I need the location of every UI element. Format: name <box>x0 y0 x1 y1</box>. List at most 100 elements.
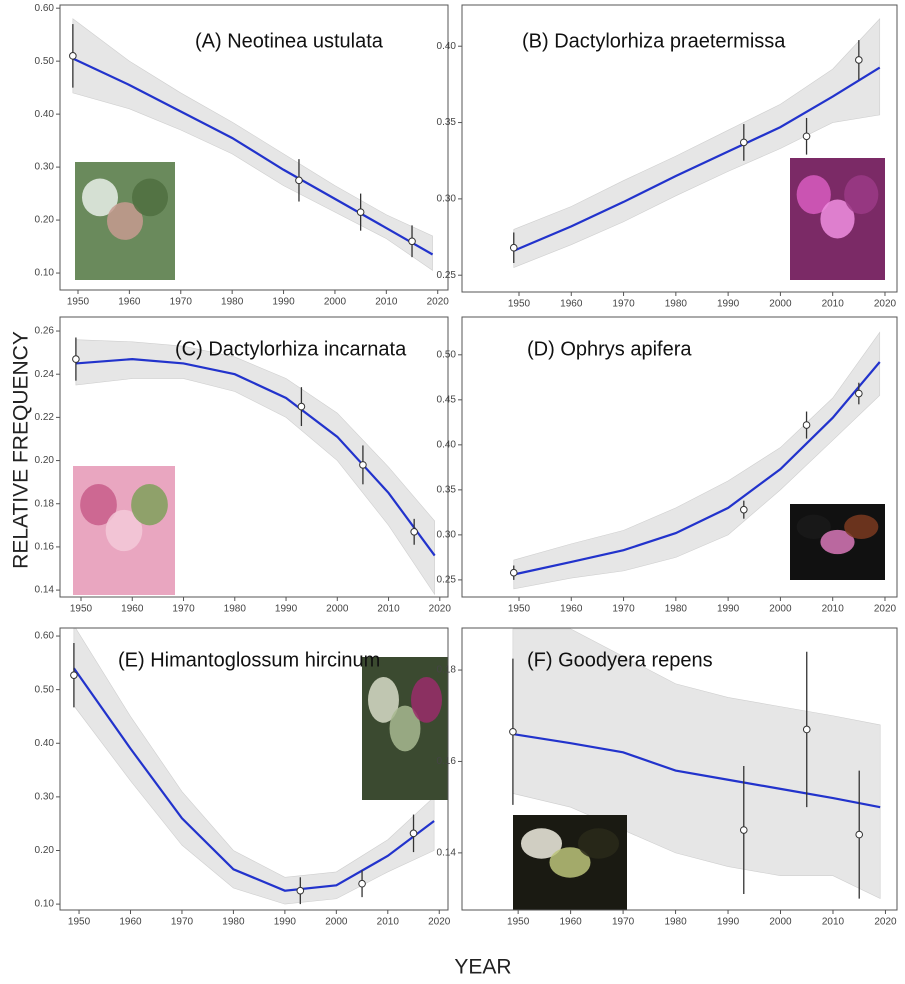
y-tick-label: 0.30 <box>35 792 55 803</box>
y-tick-label: 0.30 <box>437 194 457 205</box>
x-tick-label: 1960 <box>118 297 141 308</box>
data-point <box>69 52 77 60</box>
data-point <box>739 826 748 834</box>
panel: 1950 1960 1970 1980 1990 2000 2010 2020 0.50 0.45… <box>437 316 898 615</box>
photo-detail <box>105 509 143 552</box>
plot-frame <box>59 627 449 911</box>
x-tick-label: 1980 <box>224 604 247 615</box>
y-tick-label: 0.50 <box>35 684 55 695</box>
y-tick-label: 0.30 <box>437 530 457 541</box>
x-tick-label: 1980 <box>665 604 688 615</box>
panel: 1950 1960 1970 1980 1990 2000 2010 2020 0.40 0.35… <box>437 4 898 310</box>
data-point <box>802 132 811 141</box>
panel-title: (E) Himantoglossum hircinum <box>118 649 380 671</box>
x-tick-label: 2000 <box>324 297 347 308</box>
plot-area <box>72 628 435 905</box>
x-tick-label: 1950 <box>67 297 90 308</box>
data-point <box>358 879 366 888</box>
x-tick-label: 1950 <box>508 299 531 310</box>
y-tick-label: 0.35 <box>437 485 457 496</box>
y-tick-label: 0.16 <box>437 756 457 767</box>
y-tick-label: 0.40 <box>35 109 55 120</box>
panel-title: (D) Ophrys apifera <box>527 338 692 360</box>
panel: 1950 1960 1970 1980 1990 2000 2010 2020 0.26 0.24… <box>35 316 451 615</box>
x-tick-label: 1980 <box>664 917 687 928</box>
x-tick-label: 2020 <box>874 604 897 615</box>
data-point <box>855 56 863 64</box>
x-tick-label: 1950 <box>508 604 531 615</box>
x-tick-label: 1990 <box>717 604 740 615</box>
photo-detail <box>82 178 118 217</box>
plot-frame <box>59 4 449 291</box>
y-tick-label: 0.22 <box>35 412 55 423</box>
y-tick-label: 0.26 <box>35 326 55 337</box>
x-tick-label: 2010 <box>375 297 398 308</box>
x-tick-label: 1970 <box>612 917 635 928</box>
data-point <box>297 402 306 411</box>
x-tick-label: 2000 <box>769 299 792 310</box>
x-tick-label: 1950 <box>68 917 91 928</box>
y-tick-label: 0.18 <box>437 665 457 676</box>
y-tick-label: 0.25 <box>437 575 457 586</box>
y-tick-label: 0.20 <box>35 845 55 856</box>
x-tick-label: 1980 <box>665 299 688 310</box>
data-point <box>855 389 863 398</box>
plot-frame <box>461 4 898 293</box>
photo-detail <box>820 529 855 555</box>
photo-detail <box>796 175 831 215</box>
data-point <box>356 208 365 216</box>
y-tick-label: 0.30 <box>35 162 55 173</box>
y-tick-label: 0.14 <box>35 585 55 596</box>
x-tick-label: 2000 <box>769 604 792 615</box>
photo-detail <box>131 484 168 526</box>
data-point <box>740 505 748 514</box>
x-tick-label: 1960 <box>121 604 144 615</box>
x-tick-label: 1970 <box>172 604 195 615</box>
data-point <box>70 671 78 679</box>
data-point <box>72 355 80 363</box>
plot-area <box>513 17 881 269</box>
panel-title: (B) Dactylorhiza praetermissa <box>522 30 786 52</box>
data-point <box>509 243 518 252</box>
plot-area <box>513 331 881 590</box>
data-point <box>740 138 748 147</box>
x-tick-label: 1960 <box>119 917 142 928</box>
y-tick-label: 0.50 <box>437 349 457 360</box>
x-tick-label: 1950 <box>70 604 93 615</box>
photo-detail <box>411 677 442 723</box>
y-tick-label: 0.45 <box>437 394 457 405</box>
x-tick-label: 2010 <box>822 299 845 310</box>
confidence-band <box>72 18 433 271</box>
photo-detail <box>577 828 620 859</box>
fit-line <box>72 57 434 256</box>
y-tick-label: 0.16 <box>35 542 55 553</box>
y-tick-label: 0.18 <box>35 498 55 509</box>
x-tick-label: 2000 <box>769 917 792 928</box>
x-tick-label: 2000 <box>325 917 348 928</box>
photo-detail <box>520 828 563 859</box>
photo-detail <box>80 484 117 526</box>
y-tick-label: 0.24 <box>35 369 55 380</box>
panel-title: (F) Goodyera repens <box>527 649 713 671</box>
x-tick-label: 1980 <box>222 917 245 928</box>
x-tick-label: 2020 <box>874 299 897 310</box>
plot-frame <box>461 316 898 598</box>
x-tick-label: 1970 <box>612 299 635 310</box>
x-tick-label: 1990 <box>717 299 740 310</box>
data-point <box>409 829 418 838</box>
x-tick-label: 2010 <box>822 917 845 928</box>
x-tick-label: 2020 <box>427 297 450 308</box>
x-tick-label: 2020 <box>874 917 897 928</box>
confidence-band <box>513 17 881 269</box>
photo-detail <box>796 514 831 539</box>
y-tick-label: 0.50 <box>35 56 55 67</box>
y-tick-label: 0.14 <box>437 848 457 859</box>
y-tick-label: 0.60 <box>35 631 55 642</box>
data-point <box>295 176 303 185</box>
x-tick-label: 1970 <box>612 604 635 615</box>
photo-detail <box>107 202 143 240</box>
x-tick-label: 1970 <box>170 297 193 308</box>
panel-title: (A) Neotinea ustulata <box>195 30 384 52</box>
photo-detail <box>844 514 879 539</box>
